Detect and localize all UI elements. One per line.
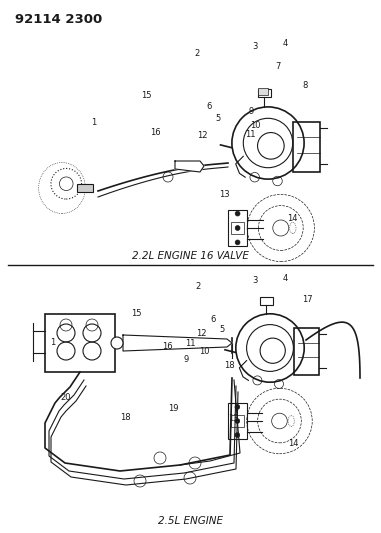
Circle shape bbox=[235, 433, 240, 438]
Text: 3: 3 bbox=[253, 42, 258, 51]
Bar bbox=[258, 88, 268, 95]
Text: 5: 5 bbox=[215, 114, 221, 123]
Bar bbox=[294, 328, 319, 375]
Bar bbox=[228, 209, 247, 246]
Text: 2: 2 bbox=[195, 282, 201, 291]
Text: 11: 11 bbox=[185, 339, 196, 348]
Bar bbox=[77, 184, 93, 192]
Text: 7: 7 bbox=[275, 62, 281, 71]
Text: 19: 19 bbox=[168, 405, 179, 413]
Text: 9: 9 bbox=[183, 355, 189, 364]
Circle shape bbox=[235, 211, 240, 216]
Text: 6: 6 bbox=[206, 102, 211, 111]
Bar bbox=[228, 403, 247, 439]
Text: 6: 6 bbox=[211, 316, 216, 324]
Text: 11: 11 bbox=[245, 130, 256, 139]
Text: 15: 15 bbox=[131, 309, 142, 318]
Text: 1: 1 bbox=[91, 118, 96, 127]
Text: 14: 14 bbox=[288, 439, 299, 448]
Text: 17: 17 bbox=[303, 295, 313, 304]
Bar bbox=[231, 415, 243, 427]
Text: 4: 4 bbox=[282, 39, 288, 48]
Text: 14: 14 bbox=[287, 214, 298, 223]
Text: 15: 15 bbox=[141, 92, 152, 100]
Circle shape bbox=[235, 405, 240, 409]
Bar bbox=[258, 89, 271, 98]
Text: 16: 16 bbox=[150, 128, 161, 136]
Text: 5: 5 bbox=[219, 325, 224, 334]
Text: 92114 2300: 92114 2300 bbox=[15, 13, 102, 26]
Text: 2: 2 bbox=[195, 49, 200, 58]
Text: 2.2L ENGINE 16 VALVE: 2.2L ENGINE 16 VALVE bbox=[132, 251, 249, 261]
Text: 16: 16 bbox=[162, 343, 173, 351]
Bar bbox=[45, 314, 115, 372]
Bar bbox=[260, 297, 273, 305]
Circle shape bbox=[235, 418, 240, 423]
Bar bbox=[231, 222, 244, 235]
Text: 10: 10 bbox=[199, 348, 210, 356]
Text: 20: 20 bbox=[60, 393, 71, 401]
Text: 12: 12 bbox=[196, 329, 207, 338]
Bar bbox=[293, 122, 320, 172]
Text: 13: 13 bbox=[228, 415, 239, 423]
Circle shape bbox=[235, 240, 240, 245]
Text: 3: 3 bbox=[252, 276, 257, 285]
Text: 12: 12 bbox=[197, 132, 207, 140]
Circle shape bbox=[111, 337, 123, 349]
Text: 4: 4 bbox=[282, 274, 288, 283]
Polygon shape bbox=[175, 161, 204, 172]
Polygon shape bbox=[123, 335, 232, 351]
Circle shape bbox=[235, 225, 240, 230]
Text: 10: 10 bbox=[250, 121, 261, 130]
Text: 13: 13 bbox=[219, 190, 230, 198]
Text: 18: 18 bbox=[120, 414, 130, 422]
Text: 9: 9 bbox=[249, 108, 254, 116]
Text: 1: 1 bbox=[50, 338, 55, 346]
Text: 8: 8 bbox=[302, 81, 307, 90]
Text: 2.5L ENGINE: 2.5L ENGINE bbox=[158, 515, 223, 526]
Text: 18: 18 bbox=[224, 361, 234, 370]
